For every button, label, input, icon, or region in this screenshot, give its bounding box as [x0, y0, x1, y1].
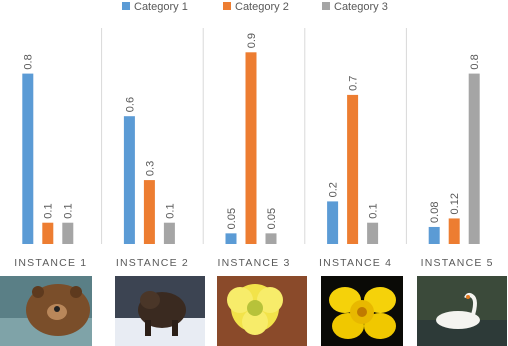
bar	[42, 222, 54, 244]
legend-label: Category 1	[134, 1, 188, 13]
instance-label: INSTANCE 4	[319, 257, 392, 269]
bar	[62, 222, 74, 244]
value-label: 0.05	[266, 208, 278, 229]
value-label: 0.1	[43, 203, 55, 218]
legend-swatch	[223, 2, 231, 10]
bar	[448, 218, 460, 244]
legend-swatch	[122, 2, 130, 10]
image-cactus-flower	[217, 276, 307, 346]
value-label: 0.2	[328, 182, 340, 197]
value-label: 0.1	[63, 203, 75, 218]
value-label: 0.1	[164, 203, 176, 218]
image-yellow-flower	[321, 276, 403, 346]
value-label: 0.08	[429, 202, 441, 223]
value-label: 0.12	[449, 193, 461, 214]
value-label: 0.9	[246, 33, 258, 48]
bar	[163, 222, 175, 244]
bar	[143, 180, 155, 244]
bar	[327, 201, 339, 244]
bar	[347, 94, 359, 245]
bar	[468, 73, 480, 244]
bar	[245, 52, 257, 244]
value-label: 0.1	[368, 203, 380, 218]
bar	[367, 222, 379, 244]
instance-label: INSTANCE 2	[116, 257, 189, 269]
instance-label: INSTANCE 5	[421, 257, 494, 269]
value-label: 0.05	[226, 208, 238, 229]
instance-label: INSTANCE 1	[14, 257, 87, 269]
bar	[225, 233, 237, 244]
bar	[428, 226, 440, 244]
image-bear	[0, 276, 92, 346]
image-swan	[417, 276, 507, 346]
bar	[22, 73, 34, 244]
bar	[123, 116, 135, 244]
value-label: 0.3	[144, 161, 156, 176]
value-label: 0.7	[348, 76, 360, 91]
instance-label: INSTANCE 3	[217, 257, 290, 269]
instance-images	[0, 276, 507, 346]
legend-label: Category 2	[235, 1, 289, 13]
bar	[265, 233, 277, 244]
value-label: 0.8	[469, 54, 481, 69]
legend-swatch	[322, 2, 330, 10]
legend-label: Category 3	[334, 1, 388, 13]
value-label: 0.6	[124, 97, 136, 112]
image-bear-snow	[115, 276, 205, 346]
value-label: 0.8	[23, 54, 35, 69]
